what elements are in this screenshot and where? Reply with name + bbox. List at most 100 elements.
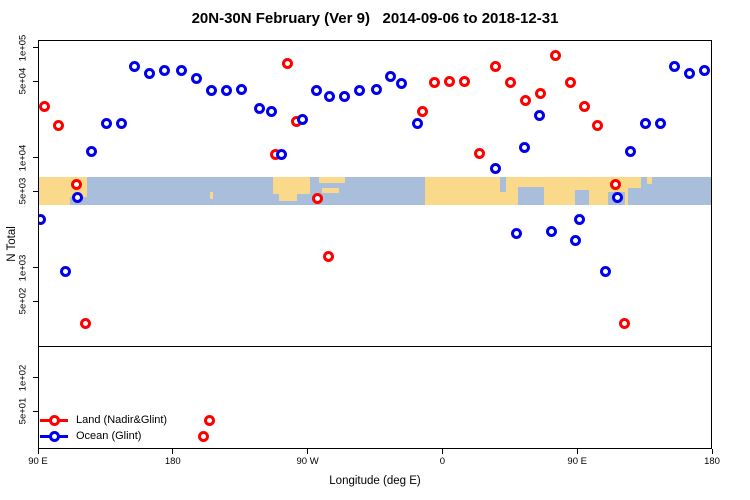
x-axis-title: Longitude (deg E)	[329, 475, 421, 487]
ocean-data-point	[339, 90, 351, 102]
ocean-data-point	[574, 214, 586, 226]
land-data-point	[70, 179, 82, 191]
y-tick-label: 5e+02	[17, 287, 29, 315]
x-tick	[441, 449, 443, 454]
y-tick-label: 1e+03	[17, 254, 29, 282]
y-tick	[33, 300, 38, 302]
ocean-patch	[500, 176, 506, 193]
y-tick-label: 5e+04	[17, 67, 29, 95]
ocean-data-point	[385, 71, 397, 83]
world-map-strip	[39, 176, 711, 205]
ocean-data-point	[533, 110, 545, 122]
ocean-data-point	[310, 84, 322, 96]
y-tick	[33, 47, 38, 49]
land-segment	[39, 196, 71, 205]
legend-ocean-label: Ocean (Glint)	[76, 429, 142, 442]
ocean-data-point	[100, 117, 112, 129]
ocean-data-point	[490, 163, 502, 175]
x-tick-label: 180	[704, 456, 720, 467]
land-data-point	[198, 430, 210, 442]
land-data-point	[204, 414, 216, 426]
land-data-point	[39, 100, 51, 112]
ocean-data-point	[205, 84, 217, 96]
x-tick	[576, 449, 578, 454]
x-tick	[172, 449, 174, 454]
ocean-data-point	[518, 142, 530, 154]
land-segment	[319, 176, 345, 184]
ocean-data-point	[668, 61, 680, 73]
ocean-data-point	[220, 84, 232, 96]
ocean-data-point	[39, 214, 46, 226]
ocean-data-point	[115, 117, 127, 129]
land-data-point	[535, 88, 547, 100]
land-data-point	[416, 105, 428, 117]
y-tick	[33, 267, 38, 269]
ocean-data-point	[545, 225, 557, 237]
land-data-point	[505, 76, 517, 88]
ocean-data-point	[159, 64, 171, 76]
x-tick	[307, 449, 309, 454]
land-segment	[272, 176, 311, 194]
x-tick	[37, 449, 39, 454]
reference-line	[39, 345, 711, 347]
land-data-point	[322, 250, 334, 262]
x-tick	[711, 449, 713, 454]
land-data-point	[473, 147, 485, 159]
land-data-point	[565, 76, 577, 88]
land-data-point	[52, 120, 64, 132]
y-tick-label: 1e+04	[17, 144, 29, 172]
y-tick-label: 5e+03	[17, 177, 29, 205]
land-data-point	[312, 192, 324, 204]
ocean-data-point	[175, 65, 187, 77]
ocean-data-point	[511, 227, 523, 239]
plot-area	[38, 40, 712, 449]
land-data-point	[592, 120, 604, 132]
ocean-data-point	[599, 266, 611, 278]
land-data-point	[550, 49, 562, 61]
land-data-point	[79, 317, 91, 329]
x-tick-label: 180	[164, 456, 181, 467]
y-tick	[33, 157, 38, 159]
land-data-point	[428, 76, 440, 88]
y-tick	[33, 80, 38, 82]
ocean-patch	[575, 189, 589, 205]
ocean-data-point	[276, 148, 288, 160]
ocean-data-point	[683, 67, 695, 79]
ocean-data-point	[265, 105, 277, 117]
ocean-data-point	[611, 191, 623, 203]
land-data-point	[578, 100, 590, 112]
y-tick	[33, 377, 38, 379]
ocean-data-point	[129, 61, 141, 73]
ocean-data-point	[297, 114, 309, 126]
ocean-patch	[518, 186, 544, 205]
ocean-data-point	[72, 191, 84, 203]
ocean-data-point	[655, 117, 667, 129]
y-tick-label: 5e+01	[17, 397, 29, 425]
legend-ocean-marker	[49, 430, 60, 442]
land-data-point	[443, 75, 455, 87]
ocean-data-point	[144, 67, 156, 79]
land-data-point	[490, 61, 502, 73]
land-data-point	[282, 57, 294, 69]
ocean-data-point	[85, 146, 97, 158]
land-data-point	[520, 94, 532, 106]
ocean-data-point	[395, 78, 407, 90]
ocean-data-point	[60, 266, 72, 278]
land-segment	[278, 193, 297, 201]
ocean-data-point	[412, 117, 424, 129]
ocean-data-point	[324, 90, 336, 102]
x-tick-label: 90 W	[296, 456, 319, 467]
land-segment	[209, 192, 214, 200]
land-segment	[647, 176, 652, 184]
legend-land-marker	[49, 414, 60, 426]
ocean-data-point	[253, 102, 265, 114]
legend-land-label: Land (Nadir&Glint)	[76, 413, 168, 426]
ocean-data-point	[370, 83, 382, 95]
ocean-data-point	[625, 146, 637, 158]
ocean-data-point	[190, 72, 202, 84]
chart-title: 20N-30N February (Ver 9) 2014-09-06 to 2…	[191, 10, 559, 27]
land-segment	[627, 176, 642, 189]
x-tick-label: 90 E	[567, 456, 587, 467]
land-data-point	[458, 75, 470, 87]
